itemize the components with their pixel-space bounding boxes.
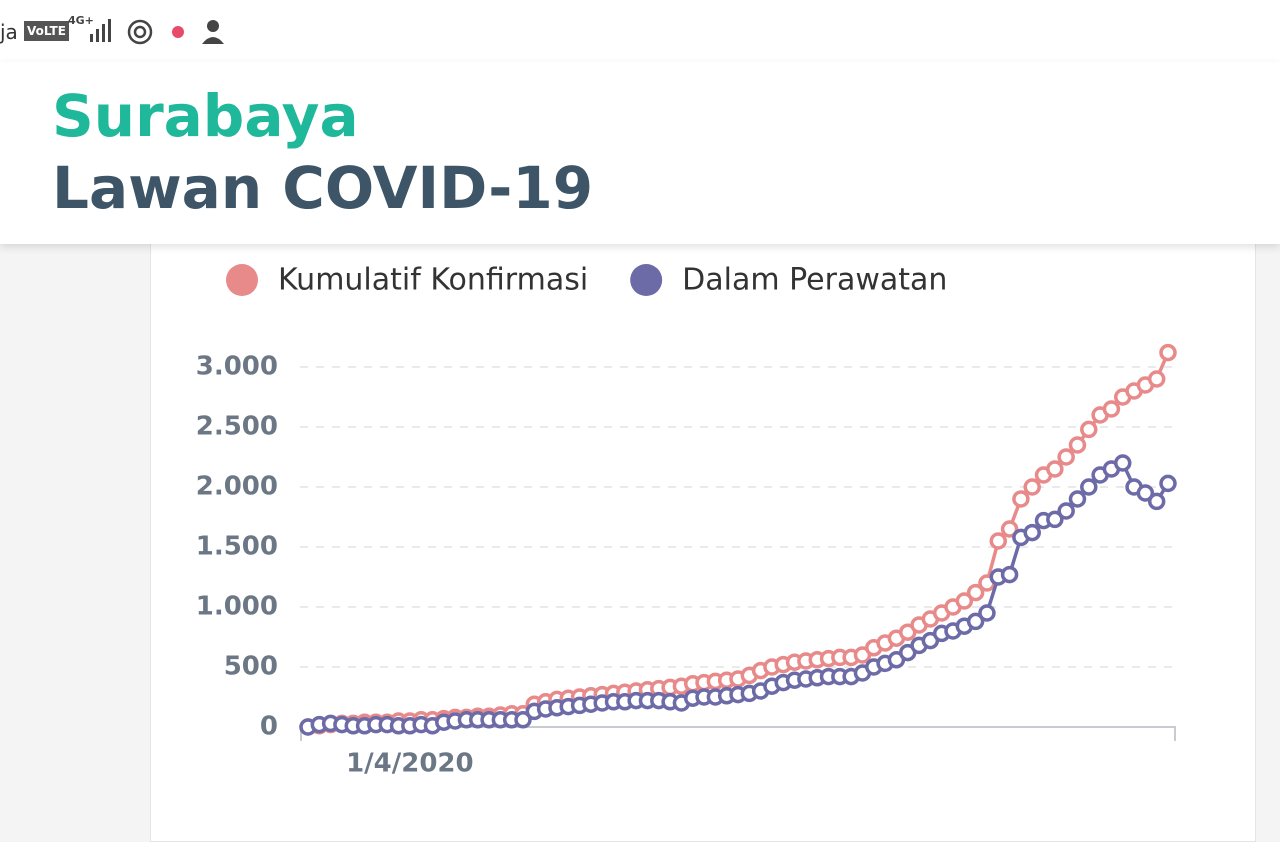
data-point (978, 604, 996, 622)
y-tick-label: 3.000 (196, 352, 278, 382)
legend-marker (630, 264, 663, 296)
y-tick-label: 0 (260, 712, 278, 742)
data-point (1080, 478, 1098, 496)
data-point (1000, 520, 1019, 538)
data-point (1159, 343, 1177, 362)
legend-label: Kumulatif Konfirmasi (278, 263, 588, 298)
data-point (1057, 502, 1075, 520)
data-point (1147, 492, 1166, 511)
y-tick-label: 2.000 (196, 472, 278, 502)
data-point (1012, 490, 1030, 508)
data-point (1102, 400, 1121, 418)
data-point (1023, 523, 1041, 542)
data-point (1136, 484, 1155, 502)
data-point (966, 612, 985, 631)
data-point (1000, 565, 1019, 584)
title-line2: Lawan COVID-19 (52, 154, 594, 222)
data-point (1080, 420, 1098, 439)
status-bar: ja VoLTE 4G+ (0, 0, 1280, 62)
data-point (1147, 370, 1166, 388)
chart: 0 500 1.000 1.500 2.000 2.500 3.000 1/4/2020 Kum… (196, 263, 1177, 779)
data-point (989, 532, 1008, 550)
title-line1: Surabaya (52, 82, 359, 150)
status-text: ja (0, 20, 18, 44)
y-tick-label: 1.500 (196, 532, 278, 562)
data-point (1023, 478, 1041, 496)
header: Surabaya Lawan COVID-19 (0, 62, 1280, 244)
data-point (1046, 460, 1064, 478)
legend-label: Dalam Perawatan (682, 263, 947, 298)
data-point (966, 583, 985, 602)
data-point (1068, 490, 1087, 508)
data-point (1046, 510, 1064, 529)
y-tick-label: 1.000 (196, 592, 278, 622)
data-point (955, 592, 974, 610)
data-point (1057, 448, 1075, 466)
y-tick-label: 2.500 (196, 412, 278, 442)
legend-marker (226, 264, 258, 296)
data-point (514, 711, 532, 729)
data-point (1113, 454, 1132, 472)
x-tick-label: 1/4/2020 (346, 749, 474, 779)
chart-card (150, 200, 1256, 842)
status-icons (90, 19, 224, 45)
network-label: 4G+ (68, 14, 94, 27)
data-point (1159, 474, 1177, 493)
volte-badge: VoLTE (24, 21, 69, 41)
data-point (1068, 436, 1087, 454)
y-tick-label: 500 (224, 652, 278, 682)
